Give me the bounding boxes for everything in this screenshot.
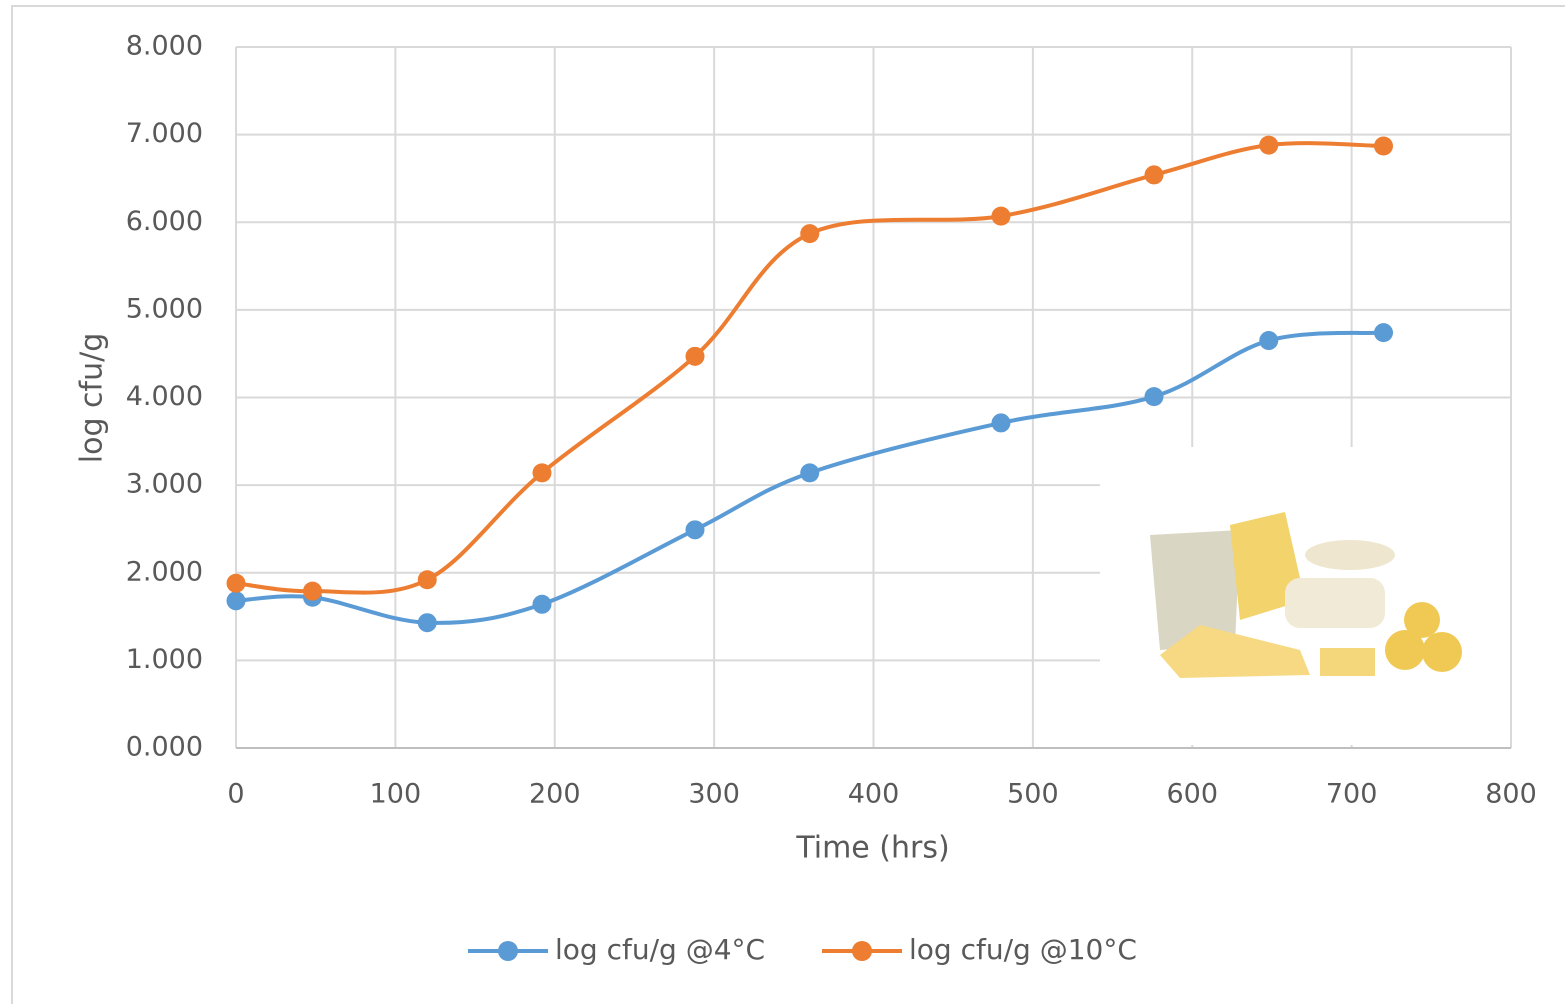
y-tick-label: 2.000 (126, 556, 203, 587)
data-point (533, 595, 552, 614)
x-tick-label: 100 (370, 779, 422, 810)
y-tick-label: 1.000 (126, 644, 203, 675)
y-tick-label: 7.000 (126, 118, 203, 149)
x-tick-label: 800 (1485, 779, 1537, 810)
legend-marker (498, 941, 518, 961)
legend-label: log cfu/g @10°C (909, 933, 1137, 966)
data-point (1259, 331, 1278, 350)
x-tick-label: 500 (1007, 779, 1059, 810)
x-axis-title: Time (hrs) (795, 831, 949, 866)
y-axis-title: log cfu/g (75, 333, 110, 464)
data-point (686, 520, 705, 539)
data-point (227, 574, 246, 593)
x-tick-label: 400 (848, 779, 900, 810)
data-point (1374, 137, 1393, 156)
data-point (1145, 387, 1164, 406)
data-point (992, 207, 1011, 226)
data-point (1145, 165, 1164, 184)
inset-image (1100, 447, 1510, 745)
cheese-cube (1320, 648, 1375, 676)
data-point (686, 347, 705, 366)
data-point (800, 224, 819, 243)
data-point (303, 582, 322, 601)
cheese-roll (1422, 632, 1462, 672)
data-point (227, 591, 246, 610)
y-tick-label: 0.000 (126, 732, 203, 763)
x-tick-label: 300 (688, 779, 740, 810)
x-tick-label: 200 (529, 779, 581, 810)
y-tick-label: 3.000 (126, 469, 203, 500)
legend-marker (852, 941, 872, 961)
legend-label: log cfu/g @4°C (555, 933, 765, 966)
x-tick-label: 700 (1326, 779, 1378, 810)
data-point (1259, 136, 1278, 155)
cheese-roll (1404, 602, 1440, 638)
y-tick-label: 8.000 (126, 31, 203, 62)
data-point (1374, 323, 1393, 342)
data-point (800, 463, 819, 482)
x-tick-label: 600 (1166, 779, 1218, 810)
y-tick-label: 6.000 (126, 206, 203, 237)
y-tick-label: 5.000 (126, 293, 203, 324)
brie (1305, 540, 1395, 570)
data-point (418, 570, 437, 589)
x-tick-label: 0 (227, 779, 244, 810)
data-point (992, 413, 1011, 432)
y-tick-label: 4.000 (126, 381, 203, 412)
data-point (533, 463, 552, 482)
camembert (1285, 578, 1385, 628)
data-point (418, 613, 437, 632)
chart: log cfu/g Time (hrs) 0.000 1.000 2.000 3.00… (0, 0, 1565, 1004)
